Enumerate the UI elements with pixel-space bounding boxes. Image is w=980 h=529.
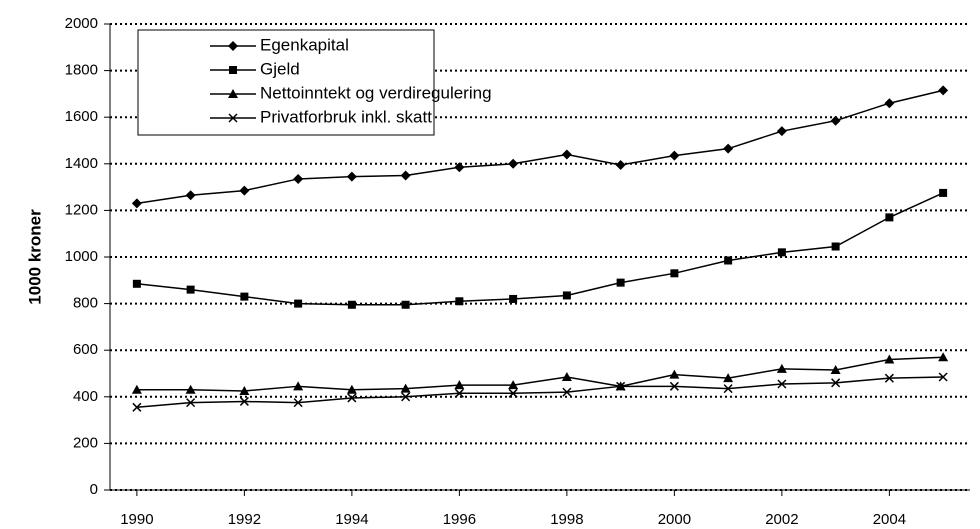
marker (669, 369, 680, 379)
y-tick-label: 1400 (65, 155, 98, 172)
marker (616, 381, 626, 391)
marker (347, 300, 356, 309)
marker (454, 162, 465, 173)
marker (562, 387, 572, 397)
marker (509, 294, 518, 303)
marker (561, 149, 572, 160)
legend-label: Gjeld (260, 59, 300, 78)
marker (239, 385, 250, 395)
marker (885, 213, 894, 222)
marker (228, 41, 238, 51)
x-tick-label: 2002 (765, 511, 798, 528)
y-tick-label: 200 (73, 434, 98, 451)
marker (239, 185, 250, 196)
marker (131, 198, 142, 209)
marker (938, 85, 949, 96)
marker (293, 398, 303, 408)
marker (884, 98, 895, 109)
marker (831, 242, 840, 251)
marker (776, 363, 787, 373)
marker (131, 384, 142, 394)
legend-box (137, 29, 435, 136)
marker (831, 378, 841, 388)
x-tick-label: 2004 (873, 511, 906, 528)
marker (293, 381, 304, 391)
marker (777, 379, 787, 389)
marker (670, 269, 679, 278)
marker (669, 150, 680, 161)
marker (776, 126, 787, 137)
x-tick-label: 2000 (658, 511, 691, 528)
marker (186, 398, 196, 408)
marker (401, 300, 410, 309)
marker (777, 248, 786, 257)
marker (562, 291, 571, 300)
marker (186, 285, 195, 294)
marker (132, 279, 141, 288)
marker (938, 372, 948, 382)
x-tick-label: 1992 (228, 511, 261, 528)
marker (938, 352, 949, 362)
y-tick-label: 1800 (65, 62, 98, 79)
marker (669, 381, 679, 391)
y-tick-label: 600 (73, 341, 98, 358)
marker (454, 388, 464, 398)
marker (132, 402, 142, 412)
series-line (136, 356, 944, 392)
marker (293, 173, 304, 184)
y-tick-label: 2000 (65, 15, 98, 32)
marker (294, 299, 303, 308)
legend-label: Nettoinntekt og verdiregulering (260, 83, 492, 102)
marker (239, 396, 249, 406)
marker (347, 393, 357, 403)
marker (346, 384, 357, 394)
y-tick-label: 400 (73, 388, 98, 405)
marker (830, 365, 841, 375)
series-line (136, 376, 944, 409)
marker (724, 256, 733, 265)
y-tick-label: 800 (73, 295, 98, 312)
y-tick-label: 1600 (65, 108, 98, 125)
marker (723, 384, 733, 394)
y-axis-label: 1000 kroner (25, 209, 44, 305)
x-tick-label: 1998 (550, 511, 583, 528)
x-tick-label: 1996 (443, 511, 476, 528)
y-tick-label: 1200 (65, 201, 98, 218)
marker (228, 113, 238, 123)
marker (616, 278, 625, 287)
legend-label: Privatforbruk inkl. skatt (260, 107, 432, 126)
marker (346, 171, 357, 182)
legend-label: Egenkapital (260, 35, 349, 54)
marker (455, 297, 464, 306)
marker (884, 373, 894, 383)
marker (401, 392, 411, 402)
marker (454, 380, 465, 390)
marker (508, 388, 518, 398)
marker (400, 170, 411, 181)
marker (185, 384, 196, 394)
marker (723, 143, 734, 154)
marker (884, 354, 895, 364)
marker (615, 159, 626, 170)
y-tick-label: 0 (90, 481, 98, 498)
series-line (136, 192, 944, 306)
marker (228, 89, 238, 98)
marker (508, 380, 519, 390)
marker (400, 383, 411, 393)
y-tick-label: 1000 (65, 248, 98, 265)
x-tick-label: 1990 (120, 511, 153, 528)
marker (830, 115, 841, 126)
marker (561, 371, 572, 381)
series-line (136, 89, 944, 205)
marker (939, 188, 948, 197)
x-tick-label: 1994 (335, 511, 368, 528)
marker (240, 292, 249, 301)
marker (185, 190, 196, 201)
marker (508, 158, 519, 169)
marker (723, 373, 734, 383)
marker (229, 66, 237, 74)
